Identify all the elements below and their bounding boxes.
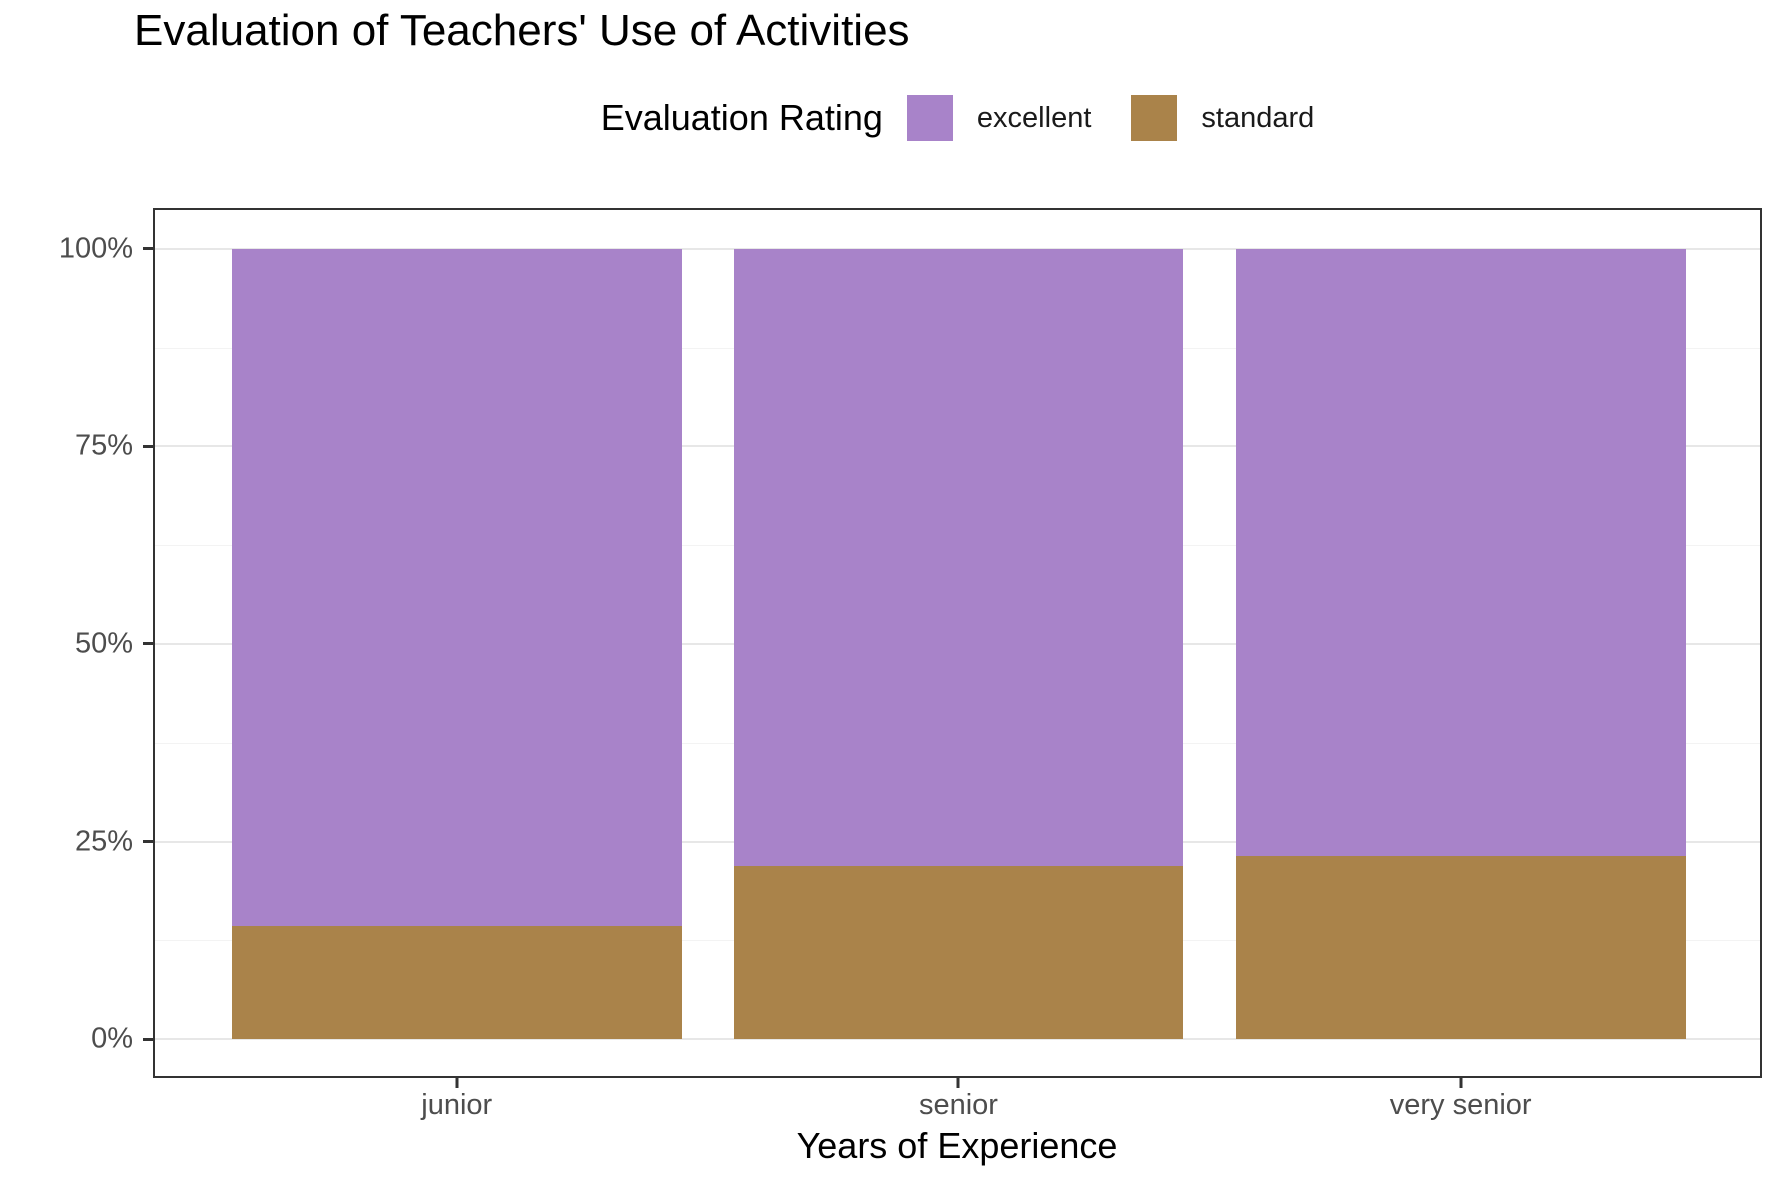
- x-axis-tick: [956, 1076, 960, 1088]
- legend: Evaluation Rating excellent standard: [153, 86, 1762, 150]
- chart-title: Evaluation of Teachers' Use of Activitie…: [134, 6, 910, 55]
- y-axis-tick: [143, 444, 155, 448]
- x-tick-label: very senior: [1389, 1089, 1532, 1121]
- y-axis-tick: [143, 1037, 155, 1041]
- plot-panel: 0% 25% 50% 75% 100% junior senior very senior: [59, 208, 1762, 1120]
- y-axis-tick: [143, 840, 155, 844]
- legend-swatch-standard: [1131, 95, 1178, 141]
- legend-swatch-excellent: [906, 95, 953, 141]
- y-tick-label: 50%: [74, 627, 133, 660]
- x-axis-title: Years of Experience: [796, 1125, 1118, 1166]
- x-axis-tick: [455, 1076, 459, 1088]
- legend-item-label: standard: [1201, 101, 1315, 134]
- legend-items: excellent standard: [906, 95, 1314, 141]
- bar-segment-excellent-very-senior: [1235, 248, 1686, 856]
- y-axis-tick: [143, 247, 155, 251]
- y-axis-tick: [143, 642, 155, 646]
- x-tick-label: senior: [918, 1089, 998, 1121]
- bar-segment-standard-very-senior: [1235, 855, 1686, 1040]
- bar-segment-excellent-senior: [733, 248, 1184, 867]
- legend-item-label: excellent: [976, 101, 1092, 134]
- y-tick-label: 75%: [74, 429, 133, 462]
- bar-segment-standard-senior: [733, 866, 1184, 1040]
- x-tick-label: junior: [421, 1089, 493, 1121]
- legend-item-standard: standard: [1131, 95, 1314, 141]
- x-axis-tick: [1459, 1076, 1463, 1088]
- legend-item-excellent: excellent: [906, 95, 1092, 141]
- bar-segment-excellent-junior: [231, 248, 682, 927]
- y-tick-label: 0%: [91, 1022, 133, 1055]
- gridline-major: [155, 1038, 1760, 1041]
- legend-title: Evaluation Rating: [600, 97, 883, 138]
- y-tick-label: 100%: [58, 232, 133, 265]
- y-tick-label: 25%: [74, 825, 133, 858]
- bar-segment-standard-junior: [231, 926, 682, 1040]
